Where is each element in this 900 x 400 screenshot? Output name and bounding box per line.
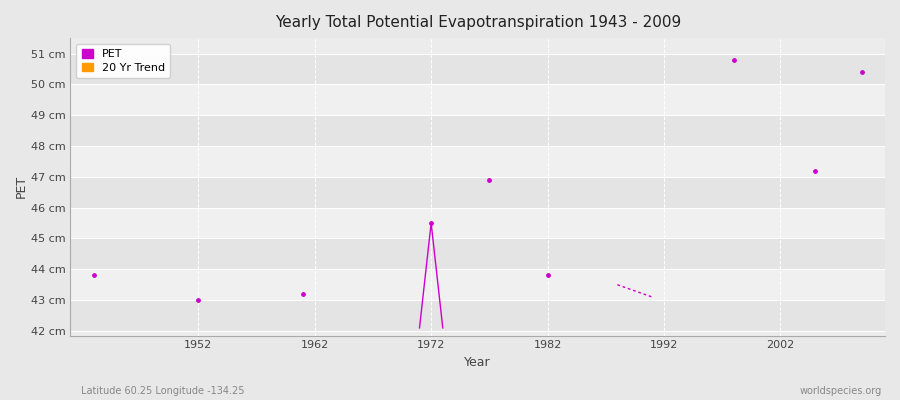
Bar [70, 146, 885, 177]
Bar [70, 115, 885, 146]
Legend: PET, 20 Yr Trend: PET, 20 Yr Trend [76, 44, 170, 78]
Bar [70, 300, 885, 331]
Text: worldspecies.org: worldspecies.org [800, 386, 882, 396]
Point [482, 177, 497, 183]
Point [726, 56, 741, 63]
Point [86, 272, 101, 279]
Point [191, 297, 205, 303]
X-axis label: Year: Year [464, 356, 491, 369]
Bar [70, 84, 885, 115]
Point [296, 291, 310, 297]
Point [854, 69, 868, 75]
Y-axis label: PET: PET [15, 175, 28, 198]
Bar [70, 238, 885, 269]
Bar [70, 54, 885, 84]
Title: Yearly Total Potential Evapotranspiration 1943 - 2009: Yearly Total Potential Evapotranspiratio… [274, 15, 680, 30]
Bar [70, 177, 885, 208]
Text: Latitude 60.25 Longitude -134.25: Latitude 60.25 Longitude -134.25 [81, 386, 245, 396]
Bar [70, 269, 885, 300]
Point [540, 272, 554, 279]
Point [808, 168, 823, 174]
Bar [70, 208, 885, 238]
Point [424, 220, 438, 226]
